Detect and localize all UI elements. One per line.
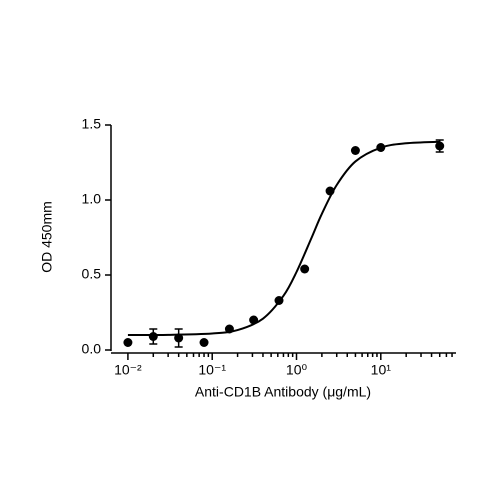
y-tick-label: 0.5 <box>82 266 102 282</box>
data-point <box>325 186 335 196</box>
fit-curve <box>127 140 440 337</box>
data-point <box>435 141 445 151</box>
x-axis-label: Anti-CD1B Antibody (μg/mL) <box>195 384 371 400</box>
data-point <box>249 315 259 325</box>
x-tick-label: 10¹ <box>371 362 392 378</box>
x-tick-label: 10⁻¹ <box>198 362 226 378</box>
y-axis-label: OD 450mm <box>39 201 55 273</box>
data-point <box>199 338 209 347</box>
data-point <box>350 146 360 155</box>
data-point <box>123 338 133 347</box>
data-point <box>300 264 310 274</box>
y-tick-label: 1.0 <box>82 191 102 207</box>
data-point <box>224 324 234 334</box>
x-tick-label: 10⁰ <box>286 362 308 378</box>
x-tick-label: 10⁻² <box>114 362 142 378</box>
y-tick-label: 1.5 <box>82 116 102 132</box>
data-point <box>174 333 184 343</box>
data-point <box>148 332 158 341</box>
y-tick-label: 0.0 <box>82 341 102 357</box>
data-point <box>274 296 284 305</box>
data-point <box>376 143 386 152</box>
